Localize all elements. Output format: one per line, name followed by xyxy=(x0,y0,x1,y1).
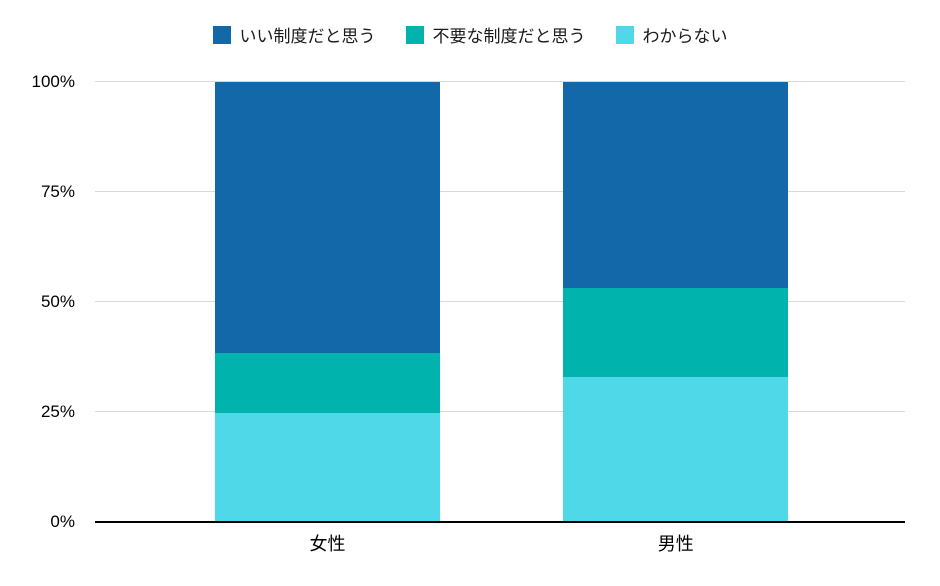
y-tick-label: 50% xyxy=(40,292,75,311)
bar-segment[interactable] xyxy=(214,412,441,522)
gridline xyxy=(95,191,905,192)
x-axis-label: 女性 xyxy=(309,534,346,554)
y-axis: 0% 25% 50% 75% 100% xyxy=(0,72,85,531)
gridline xyxy=(95,301,905,302)
stacked-bar-female[interactable] xyxy=(214,82,441,522)
chart-legend: いい制度だと思う 不要な制度だと思う わからない xyxy=(0,22,940,47)
gridline xyxy=(95,81,905,82)
legend-label: いい制度だと思う xyxy=(239,27,376,46)
bar-segment[interactable] xyxy=(563,287,789,377)
legend-label: わからない xyxy=(642,27,728,46)
y-tick-label: 100% xyxy=(31,72,75,91)
x-axis-label: 男性 xyxy=(657,534,694,554)
bar-segment[interactable] xyxy=(214,82,441,354)
legend-item-unknown[interactable]: わからない xyxy=(615,22,728,47)
legend-item-unnecessary[interactable]: 不要な制度だと思う xyxy=(405,22,586,47)
plot-area xyxy=(95,81,905,523)
legend-swatch-icon xyxy=(405,25,424,44)
stacked-bar-male[interactable] xyxy=(563,82,789,522)
y-tick-label: 75% xyxy=(40,182,75,201)
legend-item-good[interactable]: いい制度だと思う xyxy=(212,22,376,47)
x-axis: 女性 男性 xyxy=(95,530,905,560)
x-axis-line xyxy=(95,521,905,523)
legend-label: 不要な制度だと思う xyxy=(432,27,586,46)
bar-segment[interactable] xyxy=(563,376,789,522)
legend-swatch-icon xyxy=(615,25,634,44)
y-tick-label: 25% xyxy=(40,402,75,421)
bar-segment[interactable] xyxy=(214,353,441,413)
y-tick-label: 0% xyxy=(50,512,75,531)
gridline xyxy=(95,411,905,412)
bar-segment[interactable] xyxy=(563,82,789,288)
legend-swatch-icon xyxy=(212,25,231,44)
